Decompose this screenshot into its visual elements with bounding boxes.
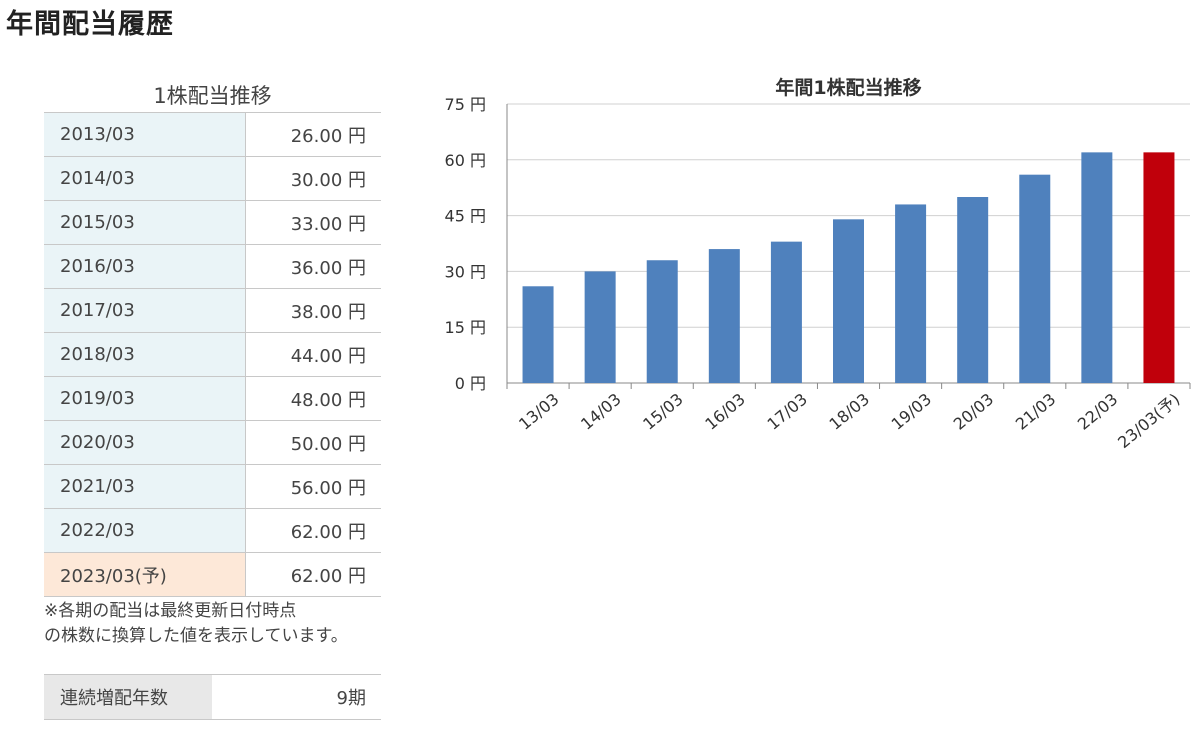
period-cell: 2013/03 bbox=[44, 112, 246, 157]
x-tick-label: 20/03 bbox=[950, 390, 998, 434]
x-tick-label: 22/03 bbox=[1074, 390, 1122, 434]
amount-cell: 26.00 円 bbox=[245, 112, 381, 157]
amount-cell: 48.00 円 bbox=[245, 376, 381, 421]
x-tick-label: 23/03(予) bbox=[1114, 390, 1183, 453]
bar bbox=[770, 241, 802, 383]
dividend-bar-chart: 年間1株配当推移 0 円 15 円 30 円 45 円 60 円 75 円 13/03 14/0… bbox=[445, 76, 1191, 453]
amount-cell: 38.00 円 bbox=[245, 288, 381, 333]
y-tick-label: 30 円 bbox=[445, 262, 486, 281]
dividend-table-section: 1株配当推移 2013/03 26.00 円 2014/03 30.00 円 2015/… bbox=[44, 80, 381, 649]
table-row: 2019/03 48.00 円 bbox=[44, 376, 381, 421]
table-row: 2020/03 50.00 円 bbox=[44, 420, 381, 465]
x-tick-label: 15/03 bbox=[639, 390, 687, 434]
y-tick-label: 75 円 bbox=[445, 95, 486, 114]
table-row: 2016/03 36.00 円 bbox=[44, 244, 381, 289]
note-line-2: の株数に換算した値を表示しています。 bbox=[44, 626, 348, 646]
bar bbox=[708, 249, 740, 383]
x-tick-label: 17/03 bbox=[763, 390, 811, 434]
streak-label: 連続増配年数 bbox=[44, 674, 212, 720]
bar bbox=[895, 204, 927, 383]
period-cell: 2023/03(予) bbox=[44, 552, 246, 597]
streak-row: 連続増配年数 9期 bbox=[44, 674, 381, 720]
table-row: 2015/03 33.00 円 bbox=[44, 200, 381, 245]
period-cell: 2016/03 bbox=[44, 244, 246, 289]
bar bbox=[584, 271, 616, 383]
table-row: 2017/03 38.00 円 bbox=[44, 288, 381, 333]
table-caption: 1株配当推移 bbox=[153, 84, 272, 108]
y-tick-label: 15 円 bbox=[445, 318, 486, 337]
bar bbox=[646, 260, 678, 383]
table-row: 2022/03 62.00 円 bbox=[44, 508, 381, 553]
y-tick-label: 60 円 bbox=[445, 151, 486, 170]
table-row: 2014/03 30.00 円 bbox=[44, 156, 381, 201]
amount-cell: 62.00 円 bbox=[245, 552, 381, 597]
table-note: ※各期の配当は最終更新日付時点 の株数に換算した値を表示しています。 bbox=[44, 599, 381, 649]
period-cell: 2014/03 bbox=[44, 156, 246, 201]
x-tick-label: 21/03 bbox=[1012, 390, 1060, 434]
period-cell: 2017/03 bbox=[44, 288, 246, 333]
x-tick-label: 16/03 bbox=[701, 390, 749, 434]
period-cell: 2019/03 bbox=[44, 376, 246, 421]
amount-cell: 62.00 円 bbox=[245, 508, 381, 553]
period-cell: 2021/03 bbox=[44, 464, 246, 509]
period-cell: 2015/03 bbox=[44, 200, 246, 245]
x-tick-label: 19/03 bbox=[888, 390, 936, 434]
streak-value: 9期 bbox=[336, 688, 366, 709]
table-row: 2021/03 56.00 円 bbox=[44, 464, 381, 509]
bar bbox=[1019, 174, 1051, 383]
dividend-table: 2013/03 26.00 円 2014/03 30.00 円 2015/03 33.00… bbox=[44, 112, 381, 597]
amount-cell: 30.00 円 bbox=[245, 156, 381, 201]
amount-cell: 33.00 円 bbox=[245, 200, 381, 245]
table-row: 2023/03(予) 62.00 円 bbox=[44, 552, 381, 597]
forecast-bar bbox=[1143, 152, 1175, 383]
x-tick-label: 14/03 bbox=[577, 390, 625, 434]
table-row: 2013/03 26.00 円 bbox=[44, 112, 381, 157]
amount-cell: 36.00 円 bbox=[245, 244, 381, 289]
bar bbox=[1081, 152, 1113, 383]
amount-cell: 44.00 円 bbox=[245, 332, 381, 377]
bar bbox=[522, 286, 554, 383]
period-cell: 2018/03 bbox=[44, 332, 246, 377]
y-tick-label: 45 円 bbox=[445, 207, 486, 226]
period-cell: 2022/03 bbox=[44, 508, 246, 553]
note-line-1: ※各期の配当は最終更新日付時点 bbox=[44, 601, 297, 621]
x-tick-label: 18/03 bbox=[826, 390, 874, 434]
page-title: 年間配当履歴 bbox=[6, 9, 174, 40]
chart-title: 年間1株配当推移 bbox=[775, 76, 921, 99]
amount-cell: 50.00 円 bbox=[245, 420, 381, 465]
table-row: 2018/03 44.00 円 bbox=[44, 332, 381, 377]
period-cell: 2020/03 bbox=[44, 420, 246, 465]
x-tick-label: 13/03 bbox=[515, 390, 563, 434]
bar bbox=[957, 197, 989, 383]
streak-table: 連続増配年数 9期 bbox=[44, 674, 381, 720]
y-tick-label: 0 円 bbox=[455, 374, 486, 393]
amount-cell: 56.00 円 bbox=[245, 464, 381, 509]
bar bbox=[833, 219, 864, 383]
